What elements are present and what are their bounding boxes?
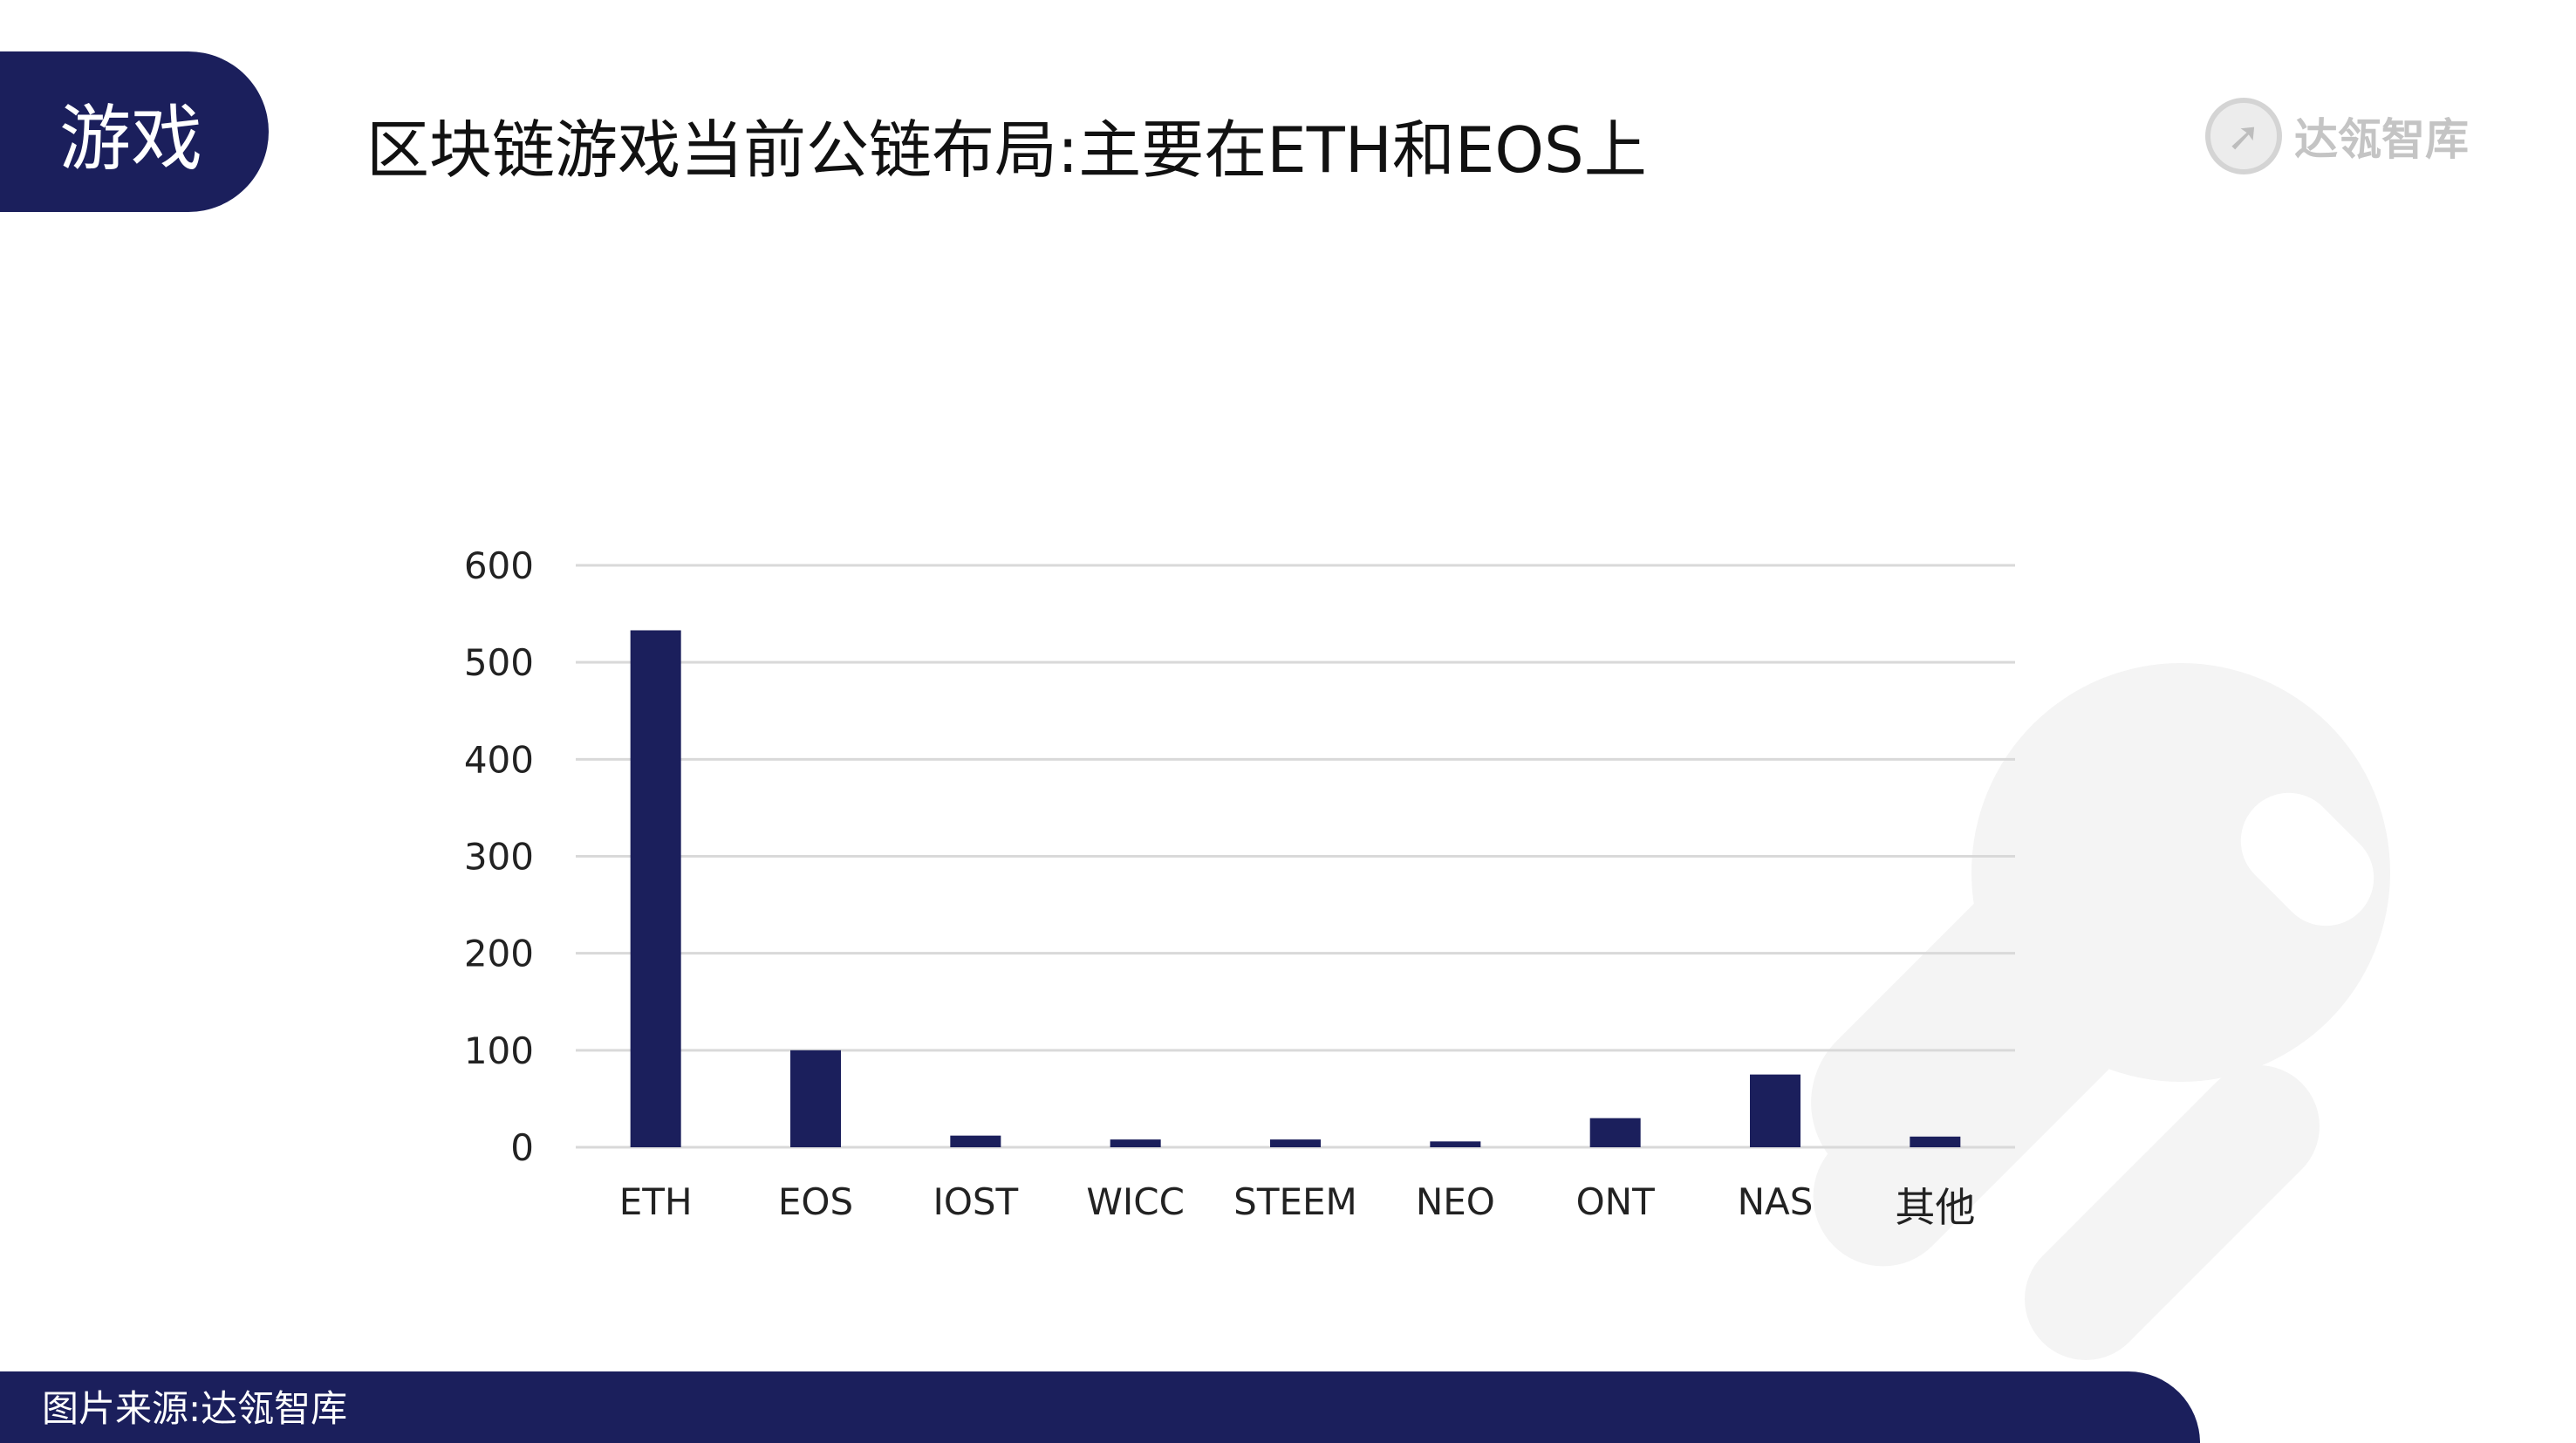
x-tick-label: IOST	[933, 1180, 1018, 1223]
x-tick-label: EOS	[778, 1180, 853, 1223]
bar-ONT	[1589, 1118, 1641, 1147]
bar-STEEM	[1270, 1139, 1321, 1147]
x-tick-label: NEO	[1416, 1180, 1495, 1223]
rocket-icon: ➚	[2205, 98, 2282, 174]
bar-NEO	[1430, 1141, 1481, 1147]
source-caption: 图片来源:达瓴智库	[42, 1387, 348, 1430]
y-tick-label: 0	[510, 1126, 534, 1169]
bar-NAS	[1750, 1074, 1800, 1147]
y-tick-label: 200	[464, 933, 534, 975]
bar-EOS	[790, 1050, 841, 1147]
y-tick-label: 400	[464, 738, 534, 781]
bar-WICC	[1110, 1139, 1161, 1147]
bar-其他	[1910, 1136, 1961, 1147]
x-tick-label: WICC	[1086, 1180, 1185, 1223]
page-title: 区块链游戏当前公链布局:主要在ETH和EOS上	[366, 113, 1647, 187]
footer-bar	[0, 1371, 2200, 1443]
x-tick-label: ETH	[619, 1180, 693, 1223]
y-tick-label: 500	[464, 641, 534, 684]
x-tick-label: 其他	[1895, 1184, 1975, 1231]
brand-logo-text: 达瓴智库	[2294, 114, 2469, 165]
x-tick-label: NAS	[1738, 1180, 1814, 1223]
bar-ETH	[630, 630, 681, 1147]
y-tick-label: 100	[464, 1029, 534, 1072]
x-tick-label: ONT	[1576, 1180, 1655, 1223]
section-tag-label: 游戏	[58, 97, 202, 181]
section-tag: 游戏	[0, 51, 269, 212]
x-tick-label: STEEM	[1233, 1180, 1357, 1223]
y-tick-label: 300	[464, 836, 534, 879]
bar-IOST	[950, 1135, 1001, 1147]
y-tick-label: 600	[464, 544, 534, 587]
brand-logo: ➚ 达瓴智库	[2205, 98, 2469, 174]
